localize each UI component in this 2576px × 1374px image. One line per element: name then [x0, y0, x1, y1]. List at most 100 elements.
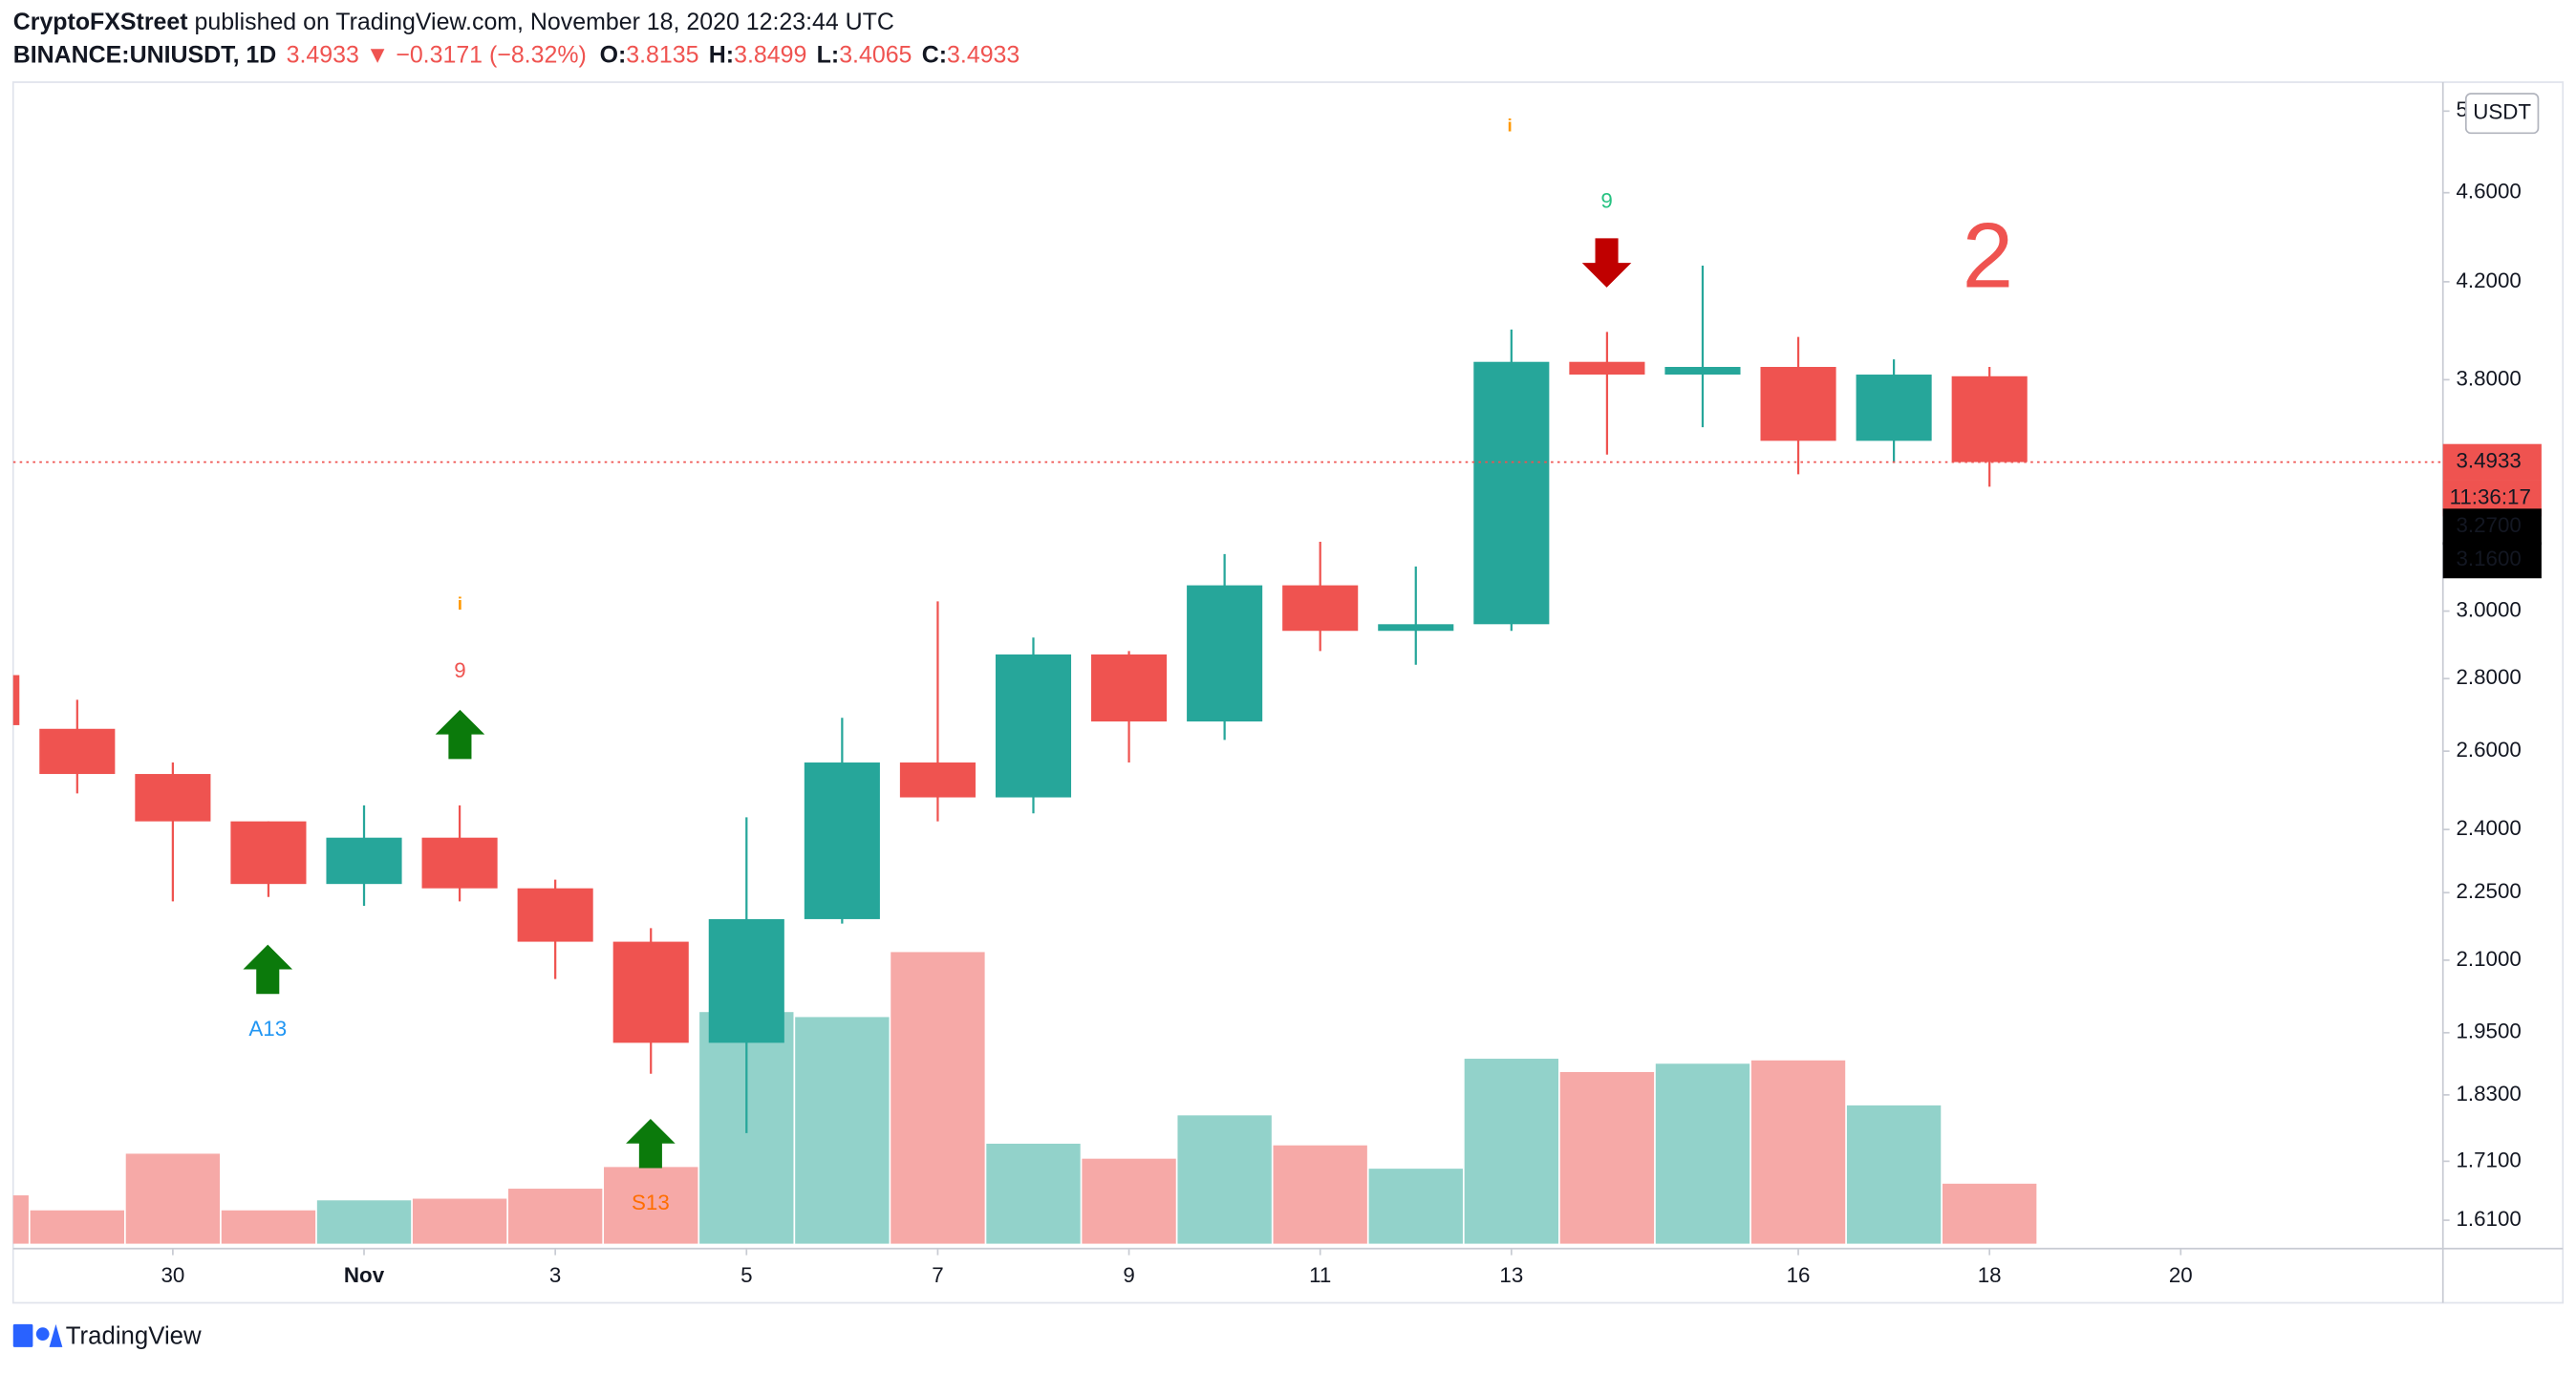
candle-layer: [12, 265, 2443, 1133]
candle-body: [39, 728, 116, 775]
volume-bar: [412, 1198, 507, 1244]
annotations: i i 9 9 A13 S13 2: [248, 116, 2013, 1214]
x-tick-label: 30: [161, 1263, 184, 1287]
volume-bar: [1846, 1105, 1942, 1244]
annotation: A13: [248, 1017, 287, 1041]
y-tick-label: 1.8300: [2456, 1082, 2521, 1106]
candle-body: [1282, 585, 1359, 632]
x-tick-label: 20: [2169, 1263, 2193, 1287]
x-tick-label: 13: [1499, 1263, 1523, 1287]
x-tick-label: 7: [932, 1263, 943, 1287]
annotation: S13: [632, 1191, 670, 1214]
annotation: 9: [1600, 188, 1612, 212]
candle-body: [899, 762, 976, 798]
published: published on TradingView.com, November 1…: [188, 9, 894, 35]
ohlc-value: 3.4933: [947, 41, 1020, 68]
y-tick-label: 5: [2456, 97, 2467, 121]
volume-bar: [604, 1167, 698, 1244]
volume-bar: [1464, 1059, 1559, 1244]
candle-body: [612, 941, 689, 1043]
candle-body: [1951, 376, 2028, 462]
volume-bar: [1750, 1060, 1846, 1244]
annotation: 2: [1963, 205, 2014, 308]
candle-body: [1569, 361, 1645, 376]
candle-body: [708, 918, 784, 1043]
axes: 1.6100 1.7100 1.8300 1.9500 2.1000 2.2500 2.40…: [161, 93, 2542, 1287]
logo-mark: [49, 1323, 63, 1347]
last-price-box: [2442, 443, 2542, 481]
y-tick-label: 2.1000: [2456, 947, 2521, 971]
x-tick-label: 5: [741, 1263, 752, 1287]
x-tick-label: 11: [1309, 1263, 1331, 1287]
y-tick-label: 1.9500: [2456, 1020, 2521, 1043]
candle-body: [1091, 654, 1168, 722]
price-label: 3.1600: [2456, 547, 2521, 570]
price-label: 3.2700: [2456, 513, 2521, 537]
volume-bar: [1177, 1115, 1272, 1244]
annotation: i: [1507, 116, 1512, 136]
author: CryptoFXStreet: [13, 9, 188, 35]
x-tick-label: 18: [1978, 1263, 2002, 1287]
y-tick-label: 1.6100: [2456, 1207, 2521, 1231]
down-triangle: ▼: [366, 41, 390, 68]
volume-bar: [1559, 1071, 1655, 1244]
annotation: 9: [454, 658, 465, 682]
candle-body: [1664, 367, 1741, 376]
x-tick-label: 3: [549, 1263, 561, 1287]
y-tick-label: 2.2500: [2456, 879, 2521, 903]
currency-box: [2464, 93, 2540, 135]
header-line-1: CryptoFXStreet published on TradingView.…: [13, 9, 894, 35]
up-arrow: [435, 709, 485, 760]
volume-bar: [1273, 1145, 1367, 1244]
countdown: 11:36:17: [2450, 484, 2531, 508]
footer: TradingView: [12, 1322, 202, 1349]
candle-body: [995, 654, 1072, 798]
y-tick-label: 2.6000: [2456, 738, 2521, 762]
x-tick-label: Nov: [344, 1263, 385, 1287]
candle-body: [1760, 367, 1836, 441]
volume-bar: [1943, 1183, 2037, 1244]
y-tick-label: 1.7100: [2456, 1148, 2521, 1171]
brand: TradingView: [66, 1322, 202, 1349]
candle-body: [12, 675, 20, 725]
y-tick-label: 3.0000: [2456, 597, 2521, 621]
ohlc-label: H:: [709, 41, 734, 68]
up-arrow: [243, 944, 293, 995]
y-tick-label: 2.4000: [2456, 816, 2521, 840]
change: −0.3171 (−8.32%): [396, 41, 587, 68]
volume-bar: [795, 1017, 890, 1244]
volume-bar: [125, 1153, 221, 1244]
logo-mark: [35, 1327, 50, 1342]
annotation: i: [458, 594, 462, 614]
y-tick-label: 4.6000: [2456, 180, 2521, 204]
currency: USDT: [2473, 100, 2531, 124]
candle-body: [230, 821, 307, 885]
price-label-box: [2442, 508, 2542, 546]
candle-body: [804, 762, 880, 919]
volume-bar: [316, 1200, 412, 1244]
ohlc-value: 3.8135: [626, 41, 698, 68]
candle-body: [517, 888, 593, 942]
symbol: BINANCE:UNIUSDT, 1D: [13, 41, 277, 68]
logo-mark: [12, 1323, 33, 1347]
volume-bar: [507, 1189, 603, 1244]
ohlc-label: O:: [600, 41, 627, 68]
price-label-box: [2442, 542, 2542, 579]
volume-bar: [986, 1143, 1081, 1244]
ohlc-label: C:: [922, 41, 947, 68]
candle-body: [1856, 375, 1932, 441]
y-tick-label: 2.8000: [2456, 665, 2521, 689]
ohlc-value: 3.8499: [734, 41, 806, 68]
volume-bar: [1368, 1169, 1463, 1244]
volume-bar: [30, 1210, 124, 1244]
ohlc-value: 3.4065: [839, 41, 912, 68]
down-arrow: [1581, 238, 1632, 288]
candle-body: [326, 837, 402, 885]
x-tick-label: 16: [1787, 1263, 1811, 1287]
y-tick-label: 4.2000: [2456, 268, 2521, 292]
volume-bar: [891, 952, 985, 1244]
ohlc-label: L:: [817, 41, 840, 68]
candle-body: [1473, 361, 1550, 625]
